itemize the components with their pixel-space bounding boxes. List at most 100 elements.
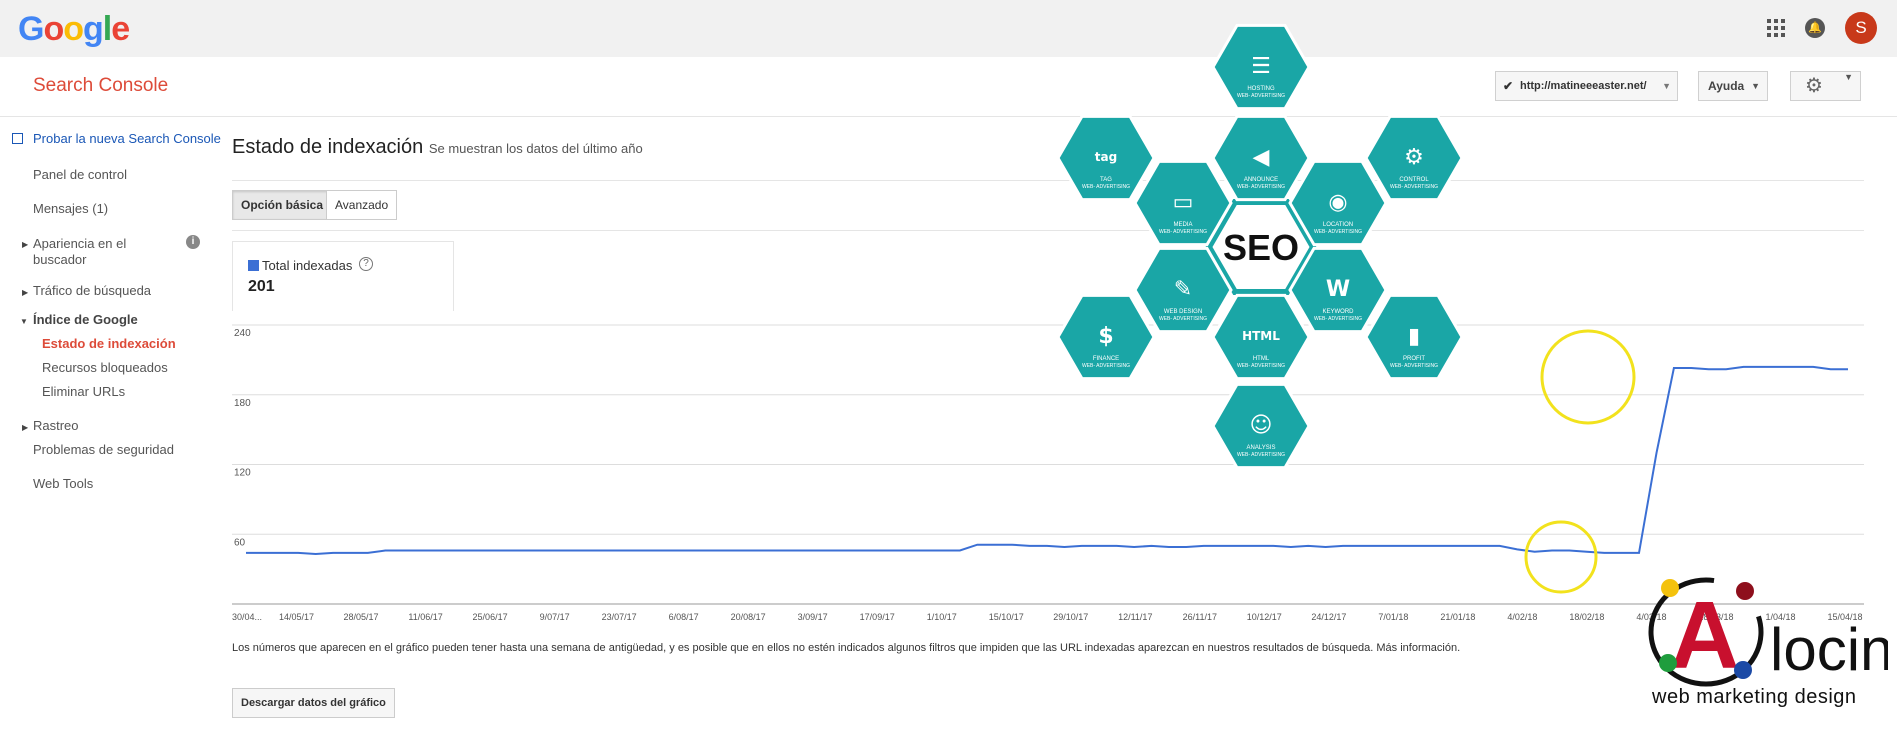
sidebar-item-messages[interactable]: Mensajes (1) [33, 201, 109, 216]
metric-value: 201 [248, 278, 275, 295]
x-tick-label: 24/12/17 [1311, 612, 1346, 622]
brand-name: locin [1770, 616, 1888, 683]
chevron-down-icon: ▼ [1662, 81, 1671, 91]
expand-triangle-icon[interactable]: ▶ [22, 288, 29, 297]
metric-label: Total indexadas [262, 258, 353, 273]
sidebar-item-remove-urls[interactable]: Eliminar URLs [42, 384, 126, 399]
sidebar-item-search-traffic[interactable]: Tráfico de búsqueda [33, 283, 152, 298]
service-hex-icon: W [1326, 277, 1350, 302]
more-info-link[interactable]: Más información. [1376, 642, 1461, 654]
seo-center-label: SEO [1223, 227, 1299, 268]
site-favicon-icon: ✔ [1503, 79, 1514, 93]
service-hex [1211, 114, 1311, 202]
sidebar-item-index-status[interactable]: Estado de indexación [42, 336, 176, 351]
try-new-console-link[interactable]: Probar la nueva Search Console [33, 131, 221, 146]
service-hex-subtitle: WEB- ADVERTISING [1314, 316, 1362, 322]
expand-triangle-icon[interactable]: ▶ [22, 423, 29, 432]
help-button[interactable]: Ayuda ▼ [1698, 71, 1768, 101]
sidebar-item-web-tools[interactable]: Web Tools [33, 476, 94, 491]
x-tick-label: 23/07/17 [602, 612, 637, 622]
service-hex [1056, 293, 1156, 381]
sidebar-item-crawl[interactable]: Rastreo [33, 418, 79, 433]
x-tick-label: 21/01/18 [1440, 612, 1475, 622]
service-hex-icon: ☰ [1251, 54, 1271, 79]
tab-basic[interactable]: Opción básica [232, 190, 333, 220]
account-avatar[interactable]: S [1845, 12, 1877, 44]
service-hex-icon: HTML [1242, 329, 1280, 343]
service-hex-icon: ◀ [1253, 145, 1270, 170]
expand-triangle-icon[interactable]: ▶ [22, 240, 29, 249]
sidebar-item-label: Apariencia en el [33, 236, 127, 251]
x-tick-label: 20/08/17 [731, 612, 766, 622]
service-hex [1288, 246, 1388, 334]
settings-button[interactable]: ⚙ ▼ [1790, 71, 1861, 101]
site-selector[interactable]: ✔ http://matineeeaster.net/ ▼ [1495, 71, 1678, 101]
product-title[interactable]: Search Console [33, 75, 169, 96]
gear-icon: ⚙ [1805, 75, 1823, 97]
top-bar: Google 🔔 S [0, 0, 1897, 57]
download-chart-data-button[interactable]: Descargar datos del gráfico [232, 688, 395, 718]
google-logo[interactable]: Google [18, 10, 130, 49]
series-line [246, 365, 1848, 556]
y-tick-label: 60 [234, 537, 246, 548]
service-hex-icon: ▮ [1408, 324, 1420, 349]
logo-letter: G [18, 10, 44, 48]
x-tick-label: 14/05/17 [279, 612, 314, 622]
service-hex-subtitle: WEB- ADVERTISING [1237, 452, 1285, 458]
sidebar-item-google-index[interactable]: Índice de Google [33, 312, 138, 327]
sidebar-item-label: buscador [33, 252, 87, 267]
logo-letter: g [83, 10, 104, 48]
info-icon[interactable]: i [186, 235, 200, 249]
x-tick-label: 6/08/17 [669, 612, 699, 622]
x-tick-label: 30/04... [232, 612, 262, 622]
chevron-down-icon: ▼ [1844, 72, 1853, 82]
apps-grid-icon[interactable] [1767, 19, 1785, 37]
collapse-triangle-icon[interactable]: ▼ [20, 317, 28, 326]
service-hex-subtitle: WEB- ADVERTISING [1159, 229, 1207, 235]
service-hex-title: HTML [1253, 356, 1270, 362]
logo-letter: o [63, 10, 84, 48]
sidebar-item-dashboard[interactable]: Panel de control [33, 167, 127, 182]
service-hex-title: PROFIT [1403, 356, 1425, 362]
tab-advanced[interactable]: Avanzado [326, 190, 398, 220]
sidebar-item-search-appearance[interactable]: Apariencia en el buscador [33, 236, 126, 267]
x-tick-label: 1/04/18 [1765, 612, 1795, 622]
alocin-logo: A locin [1648, 577, 1888, 689]
service-hex-subtitle: WEB- ADVERTISING [1159, 316, 1207, 322]
footnote-text: Los números que aparecen en el gráfico p… [232, 642, 1374, 654]
service-hex-title: TAG [1100, 177, 1112, 183]
x-tick-label: 29/10/17 [1053, 612, 1088, 622]
external-link-icon [12, 133, 23, 144]
help-label: Ayuda [1708, 79, 1745, 93]
x-tick-label: 25/06/17 [473, 612, 508, 622]
service-hex-title: HOSTING [1247, 86, 1275, 92]
site-url: http://matineeeaster.net/ [1520, 80, 1647, 92]
service-hex-title: ANALYSIS [1247, 445, 1276, 451]
service-hex-icon: ◉ [1328, 190, 1347, 215]
metric-card: Total indexadas ? 201 [232, 241, 454, 311]
service-hex-subtitle: WEB- ADVERTISING [1237, 93, 1285, 99]
chevron-down-icon: ▼ [1751, 81, 1760, 91]
highlight-circle [1540, 329, 1636, 425]
y-tick-label: 240 [234, 328, 251, 339]
sidebar-item-blocked-resources[interactable]: Recursos bloqueados [42, 360, 168, 375]
help-question-icon[interactable]: ? [359, 257, 373, 271]
service-hex-icon: ⚙ [1404, 145, 1424, 170]
service-hex-title: ANNOUNCE [1244, 177, 1278, 183]
sidebar-item-security-issues[interactable]: Problemas de seguridad [33, 442, 174, 457]
seo-center-hex [1205, 199, 1317, 295]
service-hex [1133, 159, 1233, 247]
chart-footnote: Los números que aparecen en el gráfico p… [232, 642, 1460, 654]
x-tick-label: 18/02/18 [1569, 612, 1604, 622]
x-tick-label: 4/02/18 [1507, 612, 1537, 622]
page-title: Estado de indexación Se muestran los dat… [232, 136, 643, 159]
divider [232, 230, 1864, 231]
service-hex-title: MEDIA [1173, 222, 1192, 228]
x-tick-label: 3/09/17 [798, 612, 828, 622]
x-tick-label: 26/11/17 [1183, 612, 1217, 622]
service-hex-subtitle: WEB- ADVERTISING [1237, 363, 1285, 369]
notifications-bell-icon[interactable]: 🔔 [1805, 18, 1825, 38]
page-title-text: Estado de indexación [232, 136, 424, 158]
